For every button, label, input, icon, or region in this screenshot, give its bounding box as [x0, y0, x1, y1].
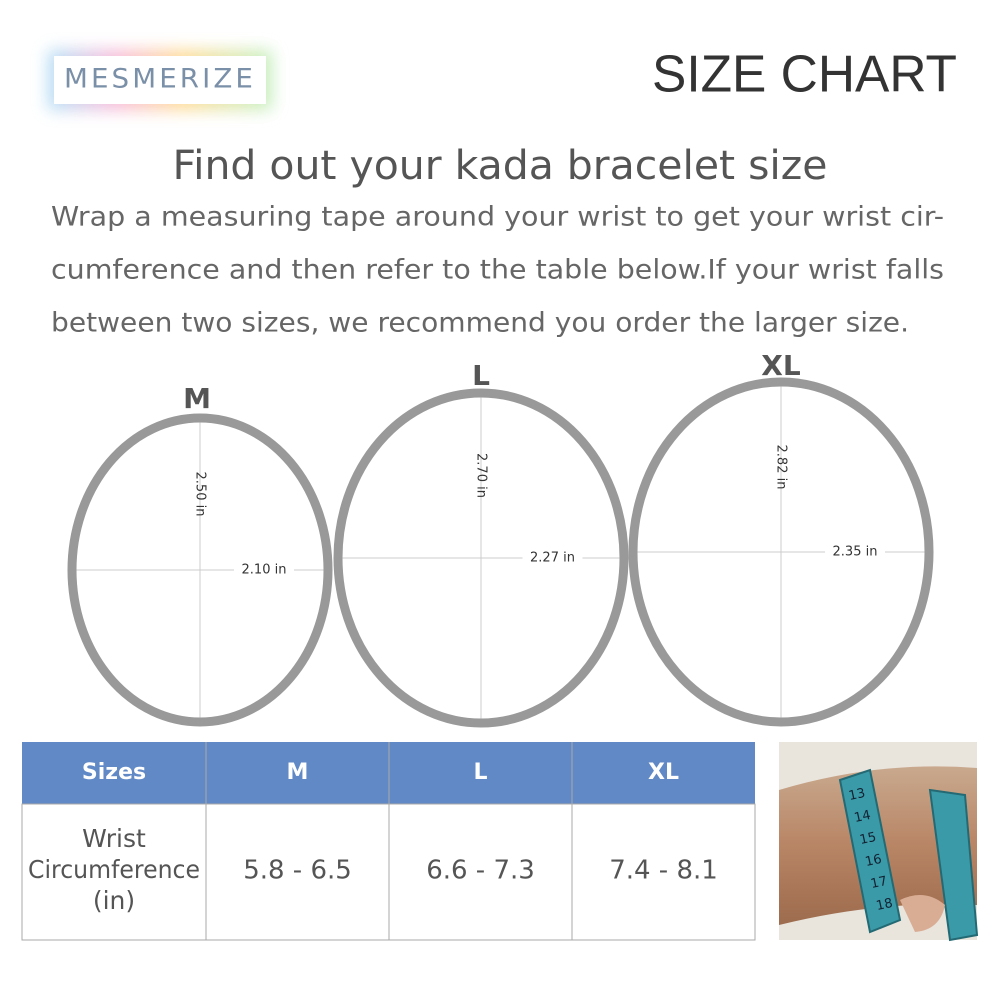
instruction-line: Wrap a measuring tape around your wrist …: [51, 202, 944, 233]
tape-mark: 13: [847, 786, 866, 804]
row-label-line: Wrist: [82, 824, 146, 853]
title: SIZE CHART: [652, 46, 957, 104]
header-cell: L: [473, 760, 487, 785]
bracelet-ring: [333, 388, 629, 728]
width-label: 2.27 in: [530, 551, 575, 566]
value-cell: 5.8 - 6.5: [243, 856, 352, 886]
size-table: Sizes M L XL Wrist Circumference (in) 5.8 - 6.5…: [21, 742, 756, 941]
instruction-line: cumference and then refer to the table b…: [51, 255, 944, 286]
header-cell: Sizes: [82, 760, 146, 785]
label-bg: [234, 561, 294, 579]
heading: Find out your kada bracelet size: [173, 143, 828, 189]
row-label-line: (in): [93, 886, 135, 915]
label-bg: [522, 549, 583, 567]
row-label: Wrist Circumference (in): [28, 824, 200, 915]
header-cell: XL: [648, 760, 679, 785]
instruction-line: between two sizes, we recommend you orde…: [51, 308, 909, 339]
width-label: 2.10 in: [242, 563, 287, 578]
label-bg: [825, 543, 885, 561]
bracelet-ring: [628, 377, 934, 727]
bracelets: M 2.50 in 2.10 in L 2.70 in 2.27 in XL 2.82 in 2…: [67, 349, 934, 728]
header-cell: M: [287, 760, 309, 785]
size-label: L: [472, 359, 490, 392]
height-label: 2.70 in: [474, 453, 489, 498]
size-label: XL: [761, 349, 801, 382]
tape-mark: 14: [853, 808, 872, 826]
height-label: 2.50 in: [193, 472, 208, 517]
instructions: Wrap a measuring tape around your wrist …: [51, 202, 944, 339]
logo-box: [54, 56, 266, 104]
value-cell: 7.4 - 8.1: [609, 856, 718, 886]
bracelet-ring: [67, 413, 333, 727]
row-label-line: Circumference: [28, 855, 200, 884]
photo: 13 14 15 16 17 18: [779, 742, 979, 942]
tape-mark: 16: [864, 852, 883, 870]
tape-mark: 17: [869, 874, 888, 892]
tape-mark: 15: [858, 830, 877, 848]
size-label: M: [183, 382, 211, 415]
height-label: 2.82 in: [774, 445, 789, 490]
value-cell: 6.6 - 7.3: [426, 856, 535, 886]
tape-mark: 18: [875, 896, 894, 914]
brand: MESMERIZE: [64, 64, 256, 95]
width-label: 2.35 in: [833, 545, 878, 560]
